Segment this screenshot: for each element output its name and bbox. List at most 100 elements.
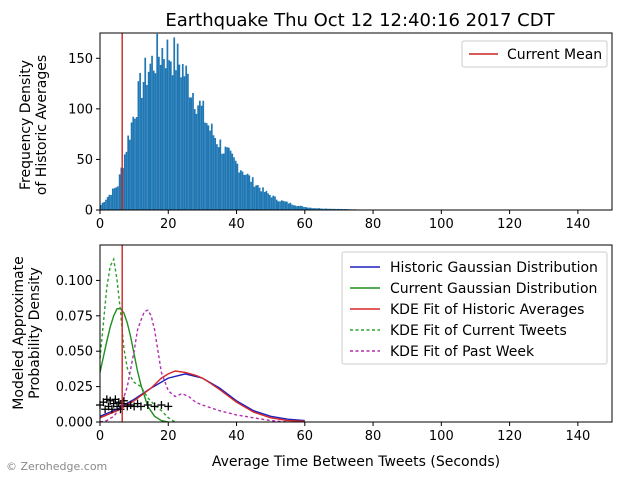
legend-label-kde-fit-of-current-tweets: KDE Fit of Current Tweets xyxy=(390,323,567,339)
legend-label-current-gaussian-distribution: Current Gaussian Distribution xyxy=(390,281,597,297)
bottom-xtick-label-20: 20 xyxy=(160,429,177,444)
histogram-bar xyxy=(198,100,201,210)
histogram-bar xyxy=(228,147,230,210)
histogram-bar xyxy=(253,186,256,210)
histogram-bar xyxy=(321,208,324,210)
histogram-bar xyxy=(217,147,220,210)
histogram-plot xyxy=(100,33,595,211)
marker-plus xyxy=(136,402,145,411)
histogram-bar xyxy=(108,194,111,210)
histogram-bar xyxy=(219,139,222,210)
histogram-bar xyxy=(267,193,269,210)
histogram-bar xyxy=(291,204,293,210)
histogram-bar xyxy=(115,187,118,210)
histogram-bar xyxy=(205,123,208,210)
bottom-ylabel: Modeled Approximate Probability Density xyxy=(11,256,43,409)
histogram-bar xyxy=(180,77,182,210)
histogram-bar xyxy=(255,185,258,210)
bottom-ylabel-line-2: Probability Density xyxy=(27,267,43,399)
histogram-bar xyxy=(120,167,123,210)
histogram-bar xyxy=(100,204,102,210)
histogram-bar xyxy=(181,64,184,210)
histogram-bar xyxy=(129,139,131,210)
histogram-bar xyxy=(280,200,283,210)
histogram-bar xyxy=(117,186,119,210)
top-legend-label-current-mean: Current Mean xyxy=(507,47,602,63)
top-xtick-label-0: 0 xyxy=(96,217,104,232)
bottom-ytick-label-2: 0.050 xyxy=(56,345,93,360)
top-plot-frame xyxy=(99,32,613,211)
histogram-bar xyxy=(192,92,194,210)
histogram-bar xyxy=(135,117,138,210)
marker-plus xyxy=(126,401,135,410)
histogram-bar xyxy=(224,146,227,210)
marker-plus xyxy=(123,402,132,411)
histogram-bar xyxy=(159,64,162,210)
histogram-bar xyxy=(289,202,292,210)
histogram-bar xyxy=(154,73,157,211)
histogram-bar xyxy=(296,206,298,210)
histogram-bar xyxy=(251,177,254,210)
top-ytick-label-0: 0 xyxy=(85,204,93,219)
histogram-bar xyxy=(337,208,339,210)
histogram-bar xyxy=(190,97,193,210)
bottom-xlabel: Average Time Between Tweets (Seconds) xyxy=(212,454,500,470)
histogram-bar xyxy=(123,154,126,210)
histogram-bar xyxy=(132,116,135,210)
histogram-bar xyxy=(226,147,228,210)
histogram-bar xyxy=(195,113,198,210)
histogram-bar xyxy=(250,181,252,210)
bottom-legend-box xyxy=(341,251,608,365)
histogram-bar xyxy=(214,138,217,210)
top-legend-box xyxy=(461,40,608,68)
bottom-axis-ticks: 0 20 40 60 80 100 120 140 0.000 0.025 0.050 0.075 0.… xyxy=(56,274,590,444)
histogram-bar xyxy=(168,60,170,211)
bottom-xtick-label-40: 40 xyxy=(228,429,245,444)
histogram-bar xyxy=(340,208,343,210)
histogram-bar xyxy=(185,65,188,210)
histogram-bar xyxy=(146,85,148,210)
histogram-bar xyxy=(164,68,167,210)
histogram-bar xyxy=(258,187,261,210)
top-ytick-label-2: 100 xyxy=(68,102,93,117)
histogram-bar xyxy=(122,168,124,210)
marker-plus xyxy=(102,395,111,404)
histogram-bar xyxy=(152,70,155,210)
histogram-bar xyxy=(316,208,319,210)
histogram-bar xyxy=(279,201,281,210)
histogram-bar xyxy=(297,205,300,210)
histogram-bar xyxy=(187,73,189,210)
histogram-bar xyxy=(130,122,133,210)
histogram-bar xyxy=(306,207,309,210)
top-xtick-label-20: 20 xyxy=(160,217,177,232)
histogram-bar xyxy=(333,208,336,210)
histogram-bar xyxy=(308,207,310,210)
chart-title: Earthquake Thu Oct 12 12:40:16 2017 CDT xyxy=(165,10,555,31)
histogram-bar xyxy=(151,55,153,210)
histogram-bar xyxy=(277,201,280,210)
histogram-bar xyxy=(248,175,251,210)
marker-plus xyxy=(119,396,128,405)
histogram-bar xyxy=(301,206,304,210)
histogram-bar xyxy=(171,75,174,210)
histogram-bar xyxy=(144,57,147,211)
histogram-bar xyxy=(260,191,263,210)
histogram-bar xyxy=(344,208,346,210)
histogram-bar xyxy=(323,208,326,210)
histogram-bar xyxy=(239,170,242,210)
histogram-bar xyxy=(221,153,223,210)
histogram-bar xyxy=(169,61,172,210)
histogram-bar xyxy=(212,135,215,210)
top-ylabel: Frequency Density of Historic Averages xyxy=(18,55,50,195)
bottom-ytick-label-4: 0.100 xyxy=(56,274,93,289)
histogram-bar xyxy=(110,194,112,210)
histogram-bar xyxy=(158,56,160,211)
histogram-bar xyxy=(105,199,107,210)
histogram-bar xyxy=(325,208,327,210)
histogram-bar xyxy=(326,208,329,210)
histogram-bar xyxy=(106,197,109,210)
top-ylabel-line-2: of Historic Averages xyxy=(34,55,50,195)
histogram-bar xyxy=(275,199,278,210)
histogram-bar xyxy=(103,201,106,210)
marker-plus xyxy=(114,398,123,407)
